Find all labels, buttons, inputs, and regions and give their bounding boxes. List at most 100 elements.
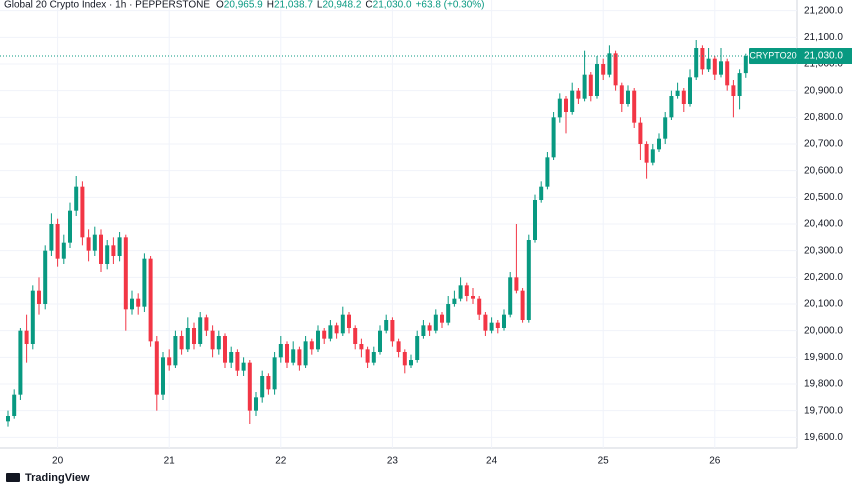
candle-body: [644, 144, 649, 163]
candle-body: [390, 320, 395, 342]
candle-body: [582, 74, 587, 99]
labels: 19,600.0 19,700.0 19,800.0 19,900.0 20,000.0…: [52, 5, 852, 467]
candle-body: [433, 314, 438, 331]
candle-body: [148, 258, 153, 342]
candle-body: [12, 394, 17, 416]
candle-body: [347, 314, 351, 328]
candle-body: [204, 317, 209, 331]
last-price-name-box: [749, 48, 797, 64]
candle-body: [471, 296, 475, 299]
candle-body: [86, 237, 91, 251]
candle-body: [489, 322, 494, 331]
candle-body: [105, 245, 110, 264]
candle-body: [619, 85, 624, 104]
candle-body: [458, 285, 463, 299]
y-tick-label: 21,000.0: [804, 59, 843, 70]
y-tick-label: 20,300.0: [804, 245, 843, 256]
candle-body: [520, 290, 525, 320]
candle-body: [539, 186, 544, 200]
candle-body: [198, 317, 203, 344]
candle-body: [570, 90, 575, 112]
candle-body: [309, 341, 314, 350]
footer-brand: TradingView: [25, 472, 90, 484]
candle-body: [260, 376, 265, 398]
candle-body: [61, 242, 66, 259]
candle-body: [24, 330, 29, 344]
candle-body: [117, 237, 122, 256]
ohlc-key: L: [317, 0, 323, 11]
x-tick-label: 24: [486, 456, 498, 467]
candles: [0, 40, 797, 427]
ohlc-key: C: [365, 0, 372, 11]
candle-body: [638, 122, 643, 144]
candle-body: [210, 330, 215, 350]
candle-body: [328, 325, 333, 339]
x-tick-label: 21: [164, 456, 176, 467]
candle-body: [291, 349, 296, 363]
candle-body: [607, 53, 612, 75]
candle-body: [576, 90, 581, 99]
logo-icon: [6, 473, 20, 482]
candle-body: [247, 362, 252, 411]
candle-body: [173, 336, 178, 366]
candle-body: [365, 349, 370, 363]
candle-body: [167, 357, 172, 366]
candle-body: [421, 325, 426, 336]
candle-body: [278, 344, 283, 358]
candle-body: [179, 336, 184, 350]
candle-body: [396, 341, 401, 352]
footer-logo: TradingView: [6, 472, 90, 484]
y-tick-label: 19,800.0: [804, 379, 843, 390]
candle-body: [675, 90, 680, 96]
change: +63.8 (+0.30%): [416, 0, 485, 11]
candle-body: [216, 336, 221, 350]
ohlc-value: 20,948.2: [322, 0, 361, 11]
x-tick-label: 22: [275, 456, 287, 467]
y-tick-label: 19,900.0: [804, 352, 843, 363]
candle-body: [588, 74, 593, 96]
last-price-value-box: [797, 48, 852, 64]
candle-body: [266, 376, 271, 390]
candle-body: [415, 336, 420, 360]
candle-body: [185, 328, 190, 350]
candle-body: [272, 357, 277, 390]
candle-body: [706, 58, 711, 70]
candle-body: [477, 298, 482, 315]
candle-body: [601, 64, 606, 75]
candle-body: [30, 290, 35, 344]
candle-body: [359, 344, 364, 350]
candle-body: [737, 73, 742, 96]
candle-body: [526, 240, 531, 320]
candle-body: [55, 224, 60, 259]
candle-body: [223, 336, 227, 363]
candle-body: [446, 304, 451, 323]
candle-body: [551, 117, 556, 158]
y-tick-label: 20,800.0: [804, 112, 843, 123]
candle-body: [254, 397, 258, 411]
y-tick-label: 21,200.0: [804, 5, 843, 16]
candle-body: [334, 325, 339, 334]
chart-title: Global 20 Crypto Index · 1h · PEPPERSTON…: [4, 0, 210, 11]
candle-body: [502, 314, 506, 328]
candle-body: [409, 360, 413, 366]
candle-body: [384, 320, 389, 331]
candle-body: [43, 250, 48, 304]
candle-body: [154, 341, 159, 395]
y-tick-label: 20,600.0: [804, 165, 843, 176]
candle-body: [378, 330, 382, 352]
candle-body: [595, 64, 599, 96]
candle-body: [700, 48, 705, 70]
candle-body: [657, 138, 661, 150]
ohlc-key: H: [267, 0, 274, 11]
y-tick-label: 20,900.0: [804, 85, 843, 96]
x-tick-label: 25: [598, 456, 610, 467]
candle-body: [731, 85, 736, 96]
candle-body: [111, 245, 116, 256]
candle-body: [49, 224, 54, 251]
candle-body: [340, 314, 345, 334]
candle-body: [514, 277, 519, 291]
candle-body: [18, 330, 23, 395]
candle-body: [557, 98, 562, 118]
